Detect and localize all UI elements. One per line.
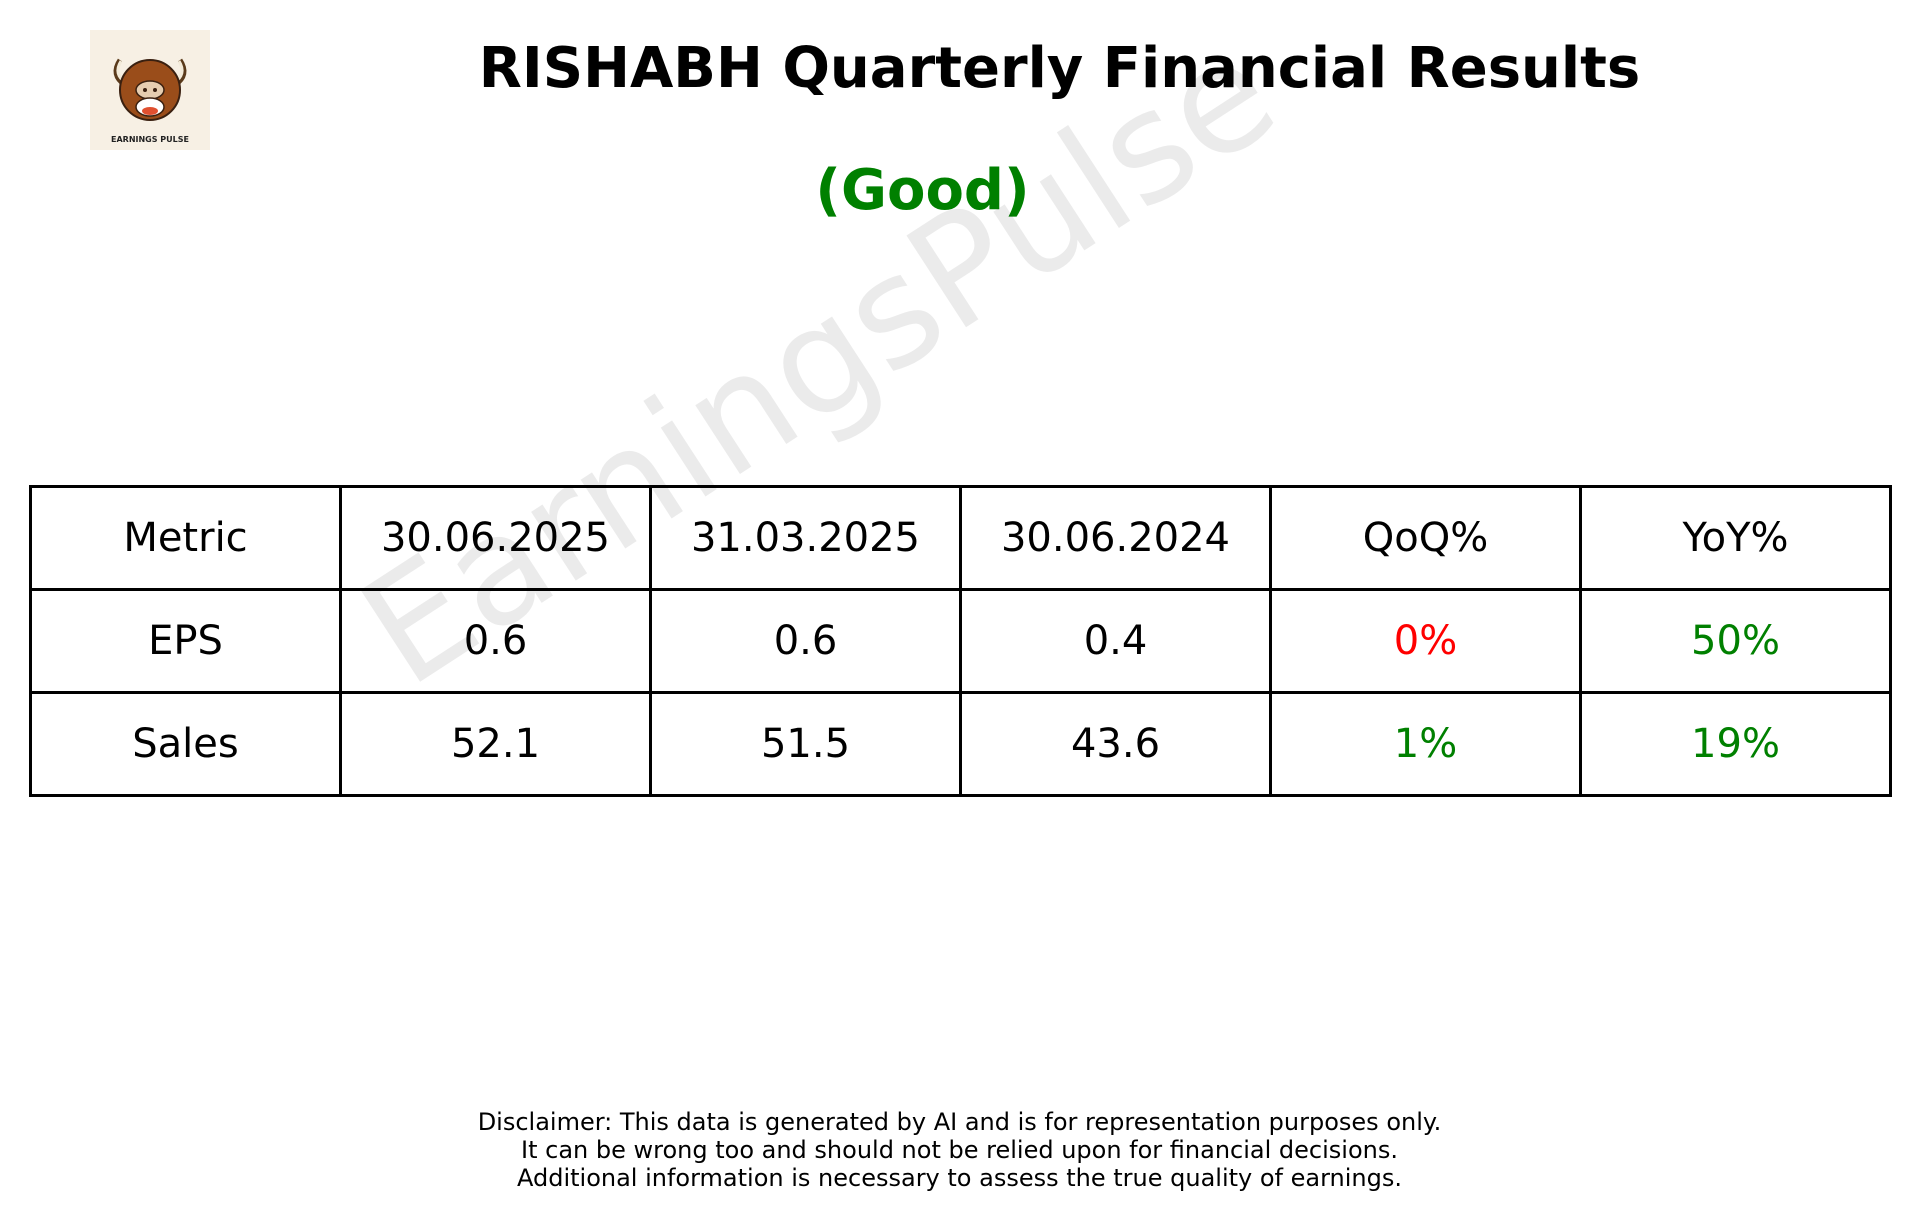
- qoq-cell: 0%: [1269, 588, 1582, 694]
- column-header: 31.03.2025: [649, 485, 962, 591]
- metric-cell: Sales: [29, 691, 342, 797]
- column-header: QoQ%: [1269, 485, 1582, 591]
- value-cell: 43.6: [959, 691, 1272, 797]
- value-cell: 51.5: [649, 691, 962, 797]
- column-header: YoY%: [1579, 485, 1892, 591]
- disclaimer-line: Additional information is necessary to a…: [516, 1164, 1402, 1192]
- value-cell: 0.4: [959, 588, 1272, 694]
- table-row: EPS 0.6 0.6 0.4 0% 50%: [29, 588, 1892, 694]
- disclaimer-line: Disclaimer: This data is generated by AI…: [477, 1108, 1442, 1136]
- results-table: Metric 30.06.2025 31.03.2025 30.06.2024 …: [29, 485, 1892, 797]
- value-cell: 0.6: [339, 588, 652, 694]
- value-cell: 0.6: [649, 588, 962, 694]
- yoy-cell: 50%: [1579, 588, 1892, 694]
- svg-text:EARNINGS PULSE: EARNINGS PULSE: [111, 135, 189, 144]
- table-row: Sales 52.1 51.5 43.6 1% 19%: [29, 691, 1892, 797]
- disclaimer: Disclaimer: This data is generated by AI…: [0, 1108, 1919, 1192]
- qoq-cell: 1%: [1269, 691, 1582, 797]
- metric-cell: EPS: [29, 588, 342, 694]
- earnings-pulse-logo: EARNINGS PULSE: [90, 30, 210, 150]
- disclaimer-line: It can be wrong too and should not be re…: [521, 1136, 1398, 1164]
- column-header: 30.06.2025: [339, 485, 652, 591]
- column-header: Metric: [29, 485, 342, 591]
- page-title-text: RISHABH Quarterly Financial Results: [478, 36, 1641, 101]
- page-title: RISHABH Quarterly Financial Results: [0, 36, 1919, 101]
- column-header: 30.06.2024: [959, 485, 1272, 591]
- bull-icon: EARNINGS PULSE: [111, 58, 189, 144]
- table-header-row: Metric 30.06.2025 31.03.2025 30.06.2024 …: [29, 485, 1892, 591]
- value-cell: 52.1: [339, 691, 652, 797]
- yoy-cell: 19%: [1579, 691, 1892, 797]
- rating-badge: (Good): [815, 158, 1030, 223]
